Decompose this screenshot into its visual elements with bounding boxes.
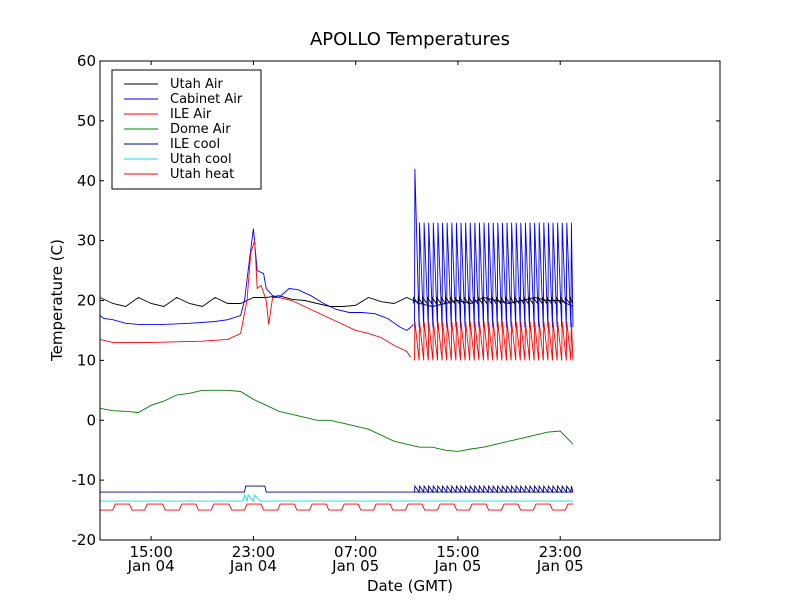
series-oscillation-ile-air <box>414 321 574 361</box>
legend-label: Utah cool <box>170 152 232 167</box>
series-line-utah-heat <box>100 503 573 511</box>
series-line-ile-air <box>99 240 411 358</box>
y-tick-label: 60 <box>77 52 96 70</box>
legend-label: ILE cool <box>170 137 220 152</box>
series-oscillation-cabinet-air <box>414 168 574 328</box>
legend-label: Cabinet Air <box>170 92 243 107</box>
x-tick-date-label: Jan 05 <box>536 557 584 575</box>
x-axis-label: Date (GMT) <box>367 577 453 595</box>
series-line-cabinet-air <box>99 228 414 331</box>
series-oscillation-ile-cool <box>414 484 574 494</box>
y-tick-label: 20 <box>77 292 96 310</box>
y-tick-label: -10 <box>72 471 97 489</box>
x-tick-time-label: 23:00 <box>539 543 582 561</box>
series-oscillation-utah-air <box>412 295 574 305</box>
y-axis-label: Temperature (C) <box>48 239 66 362</box>
y-tick-label: 10 <box>77 351 96 369</box>
chart-title: APOLLO Temperatures <box>310 29 510 50</box>
series-line-ile-cool <box>100 485 573 493</box>
x-tick-time-label: 07:00 <box>334 543 377 561</box>
y-tick-label: -20 <box>72 531 97 549</box>
legend-label: Dome Air <box>170 122 231 137</box>
x-tick-date-label: Jan 05 <box>331 557 379 575</box>
y-tick-label: 30 <box>77 232 96 250</box>
legend-label: Utah Air <box>170 77 223 92</box>
x-tick-time-label: 23:00 <box>232 543 275 561</box>
x-tick-date-label: Jan 04 <box>229 557 277 575</box>
y-tick-label: 40 <box>77 172 96 190</box>
y-axis: -20 -10 0 10 20 30 40 50 60 <box>72 52 720 549</box>
x-tick-date-label: Jan 04 <box>127 557 175 575</box>
y-tick-label: 0 <box>86 411 96 429</box>
series-layer <box>99 168 574 511</box>
legend-label: Utah heat <box>170 167 234 182</box>
series-line-utah-air <box>99 295 574 307</box>
x-tick-time-label: 15:00 <box>130 543 173 561</box>
legend-label: ILE Air <box>170 107 212 122</box>
series-line-utah-cool <box>100 493 573 503</box>
y-tick-label: 50 <box>77 112 96 130</box>
x-tick-date-label: Jan 05 <box>433 557 481 575</box>
x-tick-time-label: 15:00 <box>436 543 479 561</box>
series-line-dome-air <box>99 389 574 452</box>
